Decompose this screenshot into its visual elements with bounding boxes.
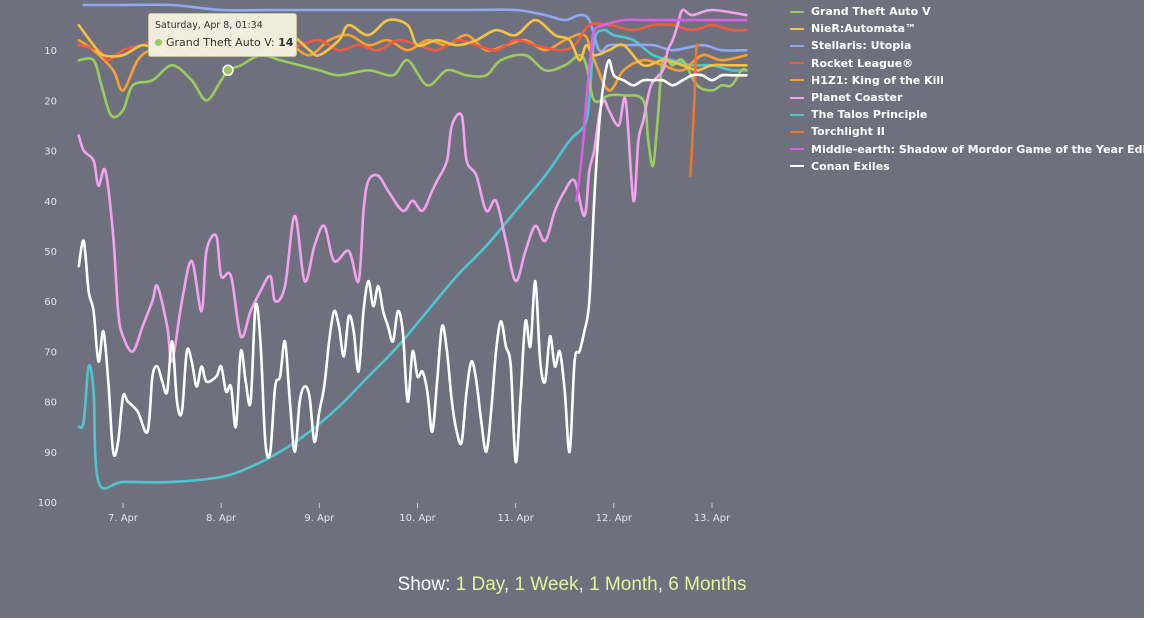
hover-marker [222, 64, 234, 77]
legend-swatch [790, 62, 804, 65]
legend-label: Middle-earth: Shadow of Mordor Game of t… [811, 142, 1151, 156]
series-line-planet-coaster[interactable] [77, 8, 748, 363]
legend-label: Rocket League® [811, 56, 914, 70]
series-line-stellaris-utopia[interactable] [82, 3, 748, 53]
legend-swatch [790, 10, 804, 13]
y-tick-label: 80 [44, 398, 57, 409]
x-tick-label: 11. Apr [497, 513, 534, 524]
legend-item[interactable]: NieR:Automata™ [790, 20, 1151, 37]
legend-label: Conan Exiles [811, 159, 890, 173]
tooltip-series-dot [155, 39, 162, 46]
x-tick-label: 12. Apr [596, 513, 633, 524]
y-tick-label: 90 [44, 448, 57, 459]
y-tick-label: 60 [44, 297, 57, 308]
series-line-the-talos-principle[interactable] [77, 28, 748, 490]
legend-label: Grand Theft Auto V [811, 5, 931, 19]
range-selector: Show: 1 Day, 1 Week, 1 Month, 6 Months [397, 574, 747, 595]
x-tick-label: 10. Apr [399, 513, 436, 524]
y-tick-label: 20 [44, 96, 57, 107]
legend-item[interactable]: Stellaris: Utopia [790, 37, 1151, 54]
legend-item[interactable]: H1Z1: King of the Kill [790, 72, 1151, 89]
legend-item[interactable]: Conan Exiles [790, 158, 1151, 175]
tooltip-series-name: Grand Theft Auto V: [166, 36, 275, 49]
legend-item[interactable]: Torchlight II [790, 123, 1151, 140]
legend-swatch [790, 113, 804, 116]
legend-swatch [790, 44, 804, 47]
y-tick-label: 70 [44, 347, 57, 358]
y-tick-label: 50 [44, 247, 57, 258]
y-tick-label: 10 [44, 46, 57, 57]
y-tick-label: 100 [38, 498, 57, 509]
legend-swatch [790, 79, 804, 82]
legend-swatch [790, 148, 804, 151]
legend-label: Planet Coaster [811, 91, 903, 105]
legend-label: NieR:Automata™ [811, 22, 917, 36]
legend-label: The Talos Principle [811, 108, 928, 122]
legend-swatch [790, 27, 804, 30]
series-line-middle-earth-shadow-of-mordor-game-of-the-year-edition[interactable] [575, 18, 748, 203]
legend-item[interactable]: Planet Coaster [790, 89, 1151, 106]
show-label: Show: [397, 574, 456, 595]
x-tick-label: 8. Apr [206, 513, 237, 524]
range-6-months[interactable]: 6 Months [668, 574, 747, 595]
legend-swatch [790, 96, 804, 99]
legend-item[interactable]: Middle-earth: Shadow of Mordor Game of t… [790, 141, 1151, 158]
range-1-day[interactable]: 1 Day [455, 574, 504, 595]
tooltip-row: Grand Theft Auto V: 14 [155, 36, 293, 49]
legend-swatch [790, 165, 804, 168]
legend-item[interactable]: The Talos Principle [790, 106, 1151, 123]
legend-label: H1Z1: King of the Kill [811, 73, 944, 87]
legend-item[interactable]: Rocket League® [790, 55, 1151, 72]
tooltip-date: Saturday, Apr 8, 01:34 [155, 20, 263, 31]
legend-swatch [790, 130, 804, 133]
legend: Grand Theft Auto V NieR:Automata™ Stellari… [790, 3, 1151, 175]
legend-label: Torchlight II [811, 125, 885, 139]
y-tick-label: 40 [44, 197, 57, 208]
range-1-week[interactable]: 1 Week [514, 574, 579, 595]
legend-item[interactable]: Grand Theft Auto V [790, 3, 1151, 20]
range-1-month[interactable]: 1 Month [589, 574, 658, 595]
x-tick-label: 13. Apr [694, 513, 731, 524]
series-line-torchlight-ii[interactable] [689, 43, 700, 177]
tooltip-value: 14 [278, 36, 294, 49]
x-tick-label: 9. Apr [304, 513, 335, 524]
x-tick-label: 7. Apr [108, 513, 139, 524]
tooltip: Saturday, Apr 8, 01:34 Grand Theft Auto … [148, 13, 297, 57]
series-line-conan-exiles[interactable] [77, 58, 748, 464]
legend-label: Stellaris: Utopia [811, 39, 912, 53]
y-tick-label: 30 [44, 147, 57, 158]
